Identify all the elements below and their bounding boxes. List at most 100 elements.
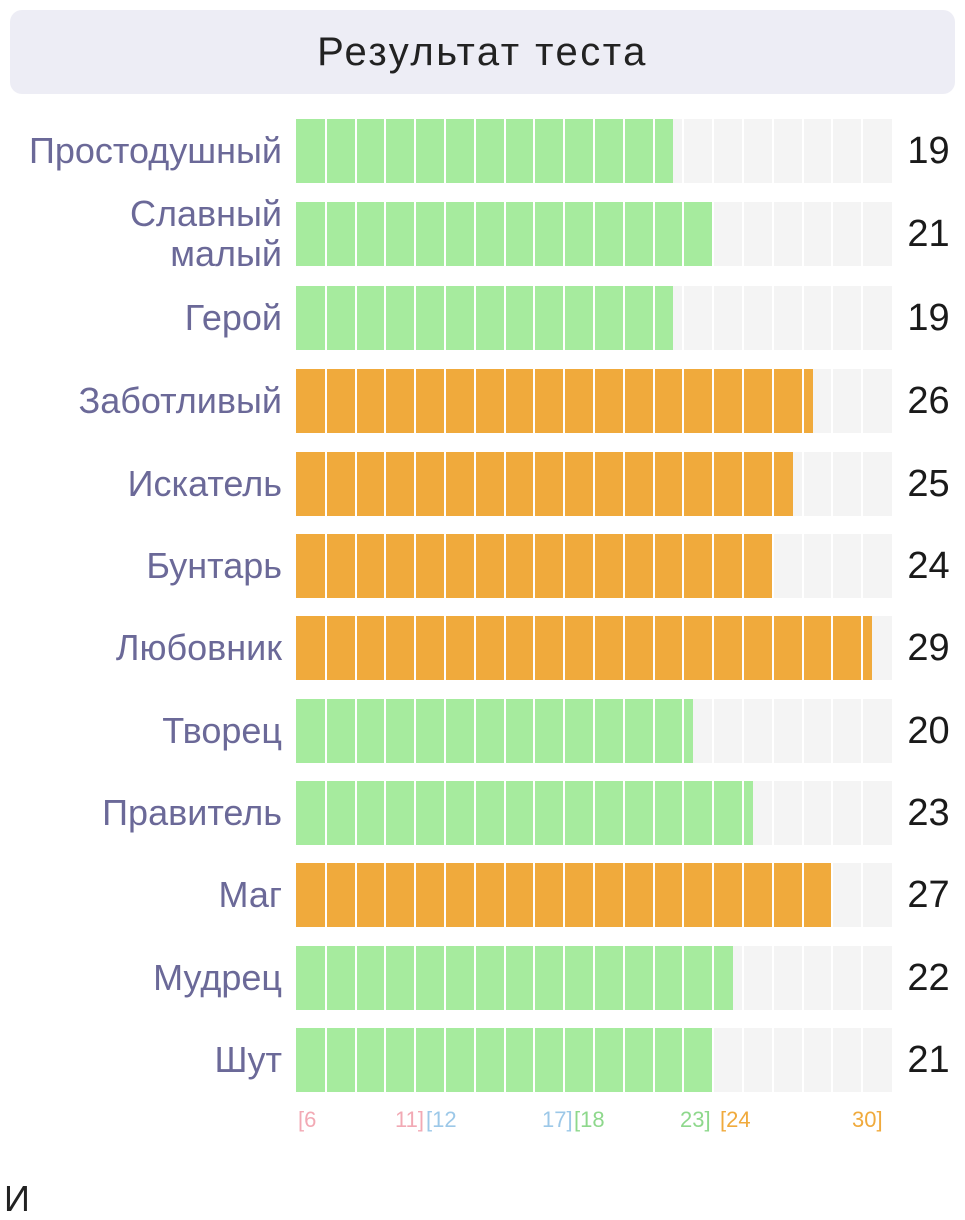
segment-divider: [414, 534, 417, 598]
segment-divider: [324, 1028, 327, 1092]
bar-track: [296, 781, 892, 845]
segment-divider: [771, 699, 774, 763]
segment-divider: [622, 369, 625, 433]
segment-divider: [861, 452, 864, 516]
segment-divider: [861, 119, 864, 183]
range-end-label: 30]: [852, 1107, 883, 1132]
segment-divider: [503, 119, 506, 183]
segment-divider: [593, 699, 595, 763]
segment-divider: [384, 369, 387, 433]
segment-divider: [384, 863, 387, 927]
bar: [296, 369, 813, 433]
segment-divider: [354, 119, 357, 183]
segment-divider: [384, 699, 387, 763]
segment-divider: [742, 616, 744, 680]
segment-divider: [771, 369, 774, 433]
segment-divider: [801, 286, 804, 350]
segment-divider: [414, 946, 417, 1010]
segment-divider: [831, 616, 834, 680]
segment-divider: [354, 452, 357, 516]
segment-divider: [533, 781, 536, 845]
segment-divider: [771, 286, 774, 350]
bar-track: [296, 946, 892, 1010]
segment-divider: [354, 781, 357, 845]
segment-divider: [503, 534, 506, 598]
segment-divider: [652, 202, 655, 266]
segment-divider: [771, 119, 774, 183]
cut-off-text: И: [4, 1178, 30, 1219]
category-label: Правитель: [102, 792, 282, 833]
segment-divider: [444, 369, 446, 433]
segment-divider: [622, 119, 625, 183]
category-label: Маг: [218, 874, 282, 915]
segment-divider: [354, 946, 357, 1010]
segment-divider: [771, 946, 774, 1010]
segment-divider: [652, 616, 655, 680]
bar-track: [296, 452, 892, 516]
segment-divider: [563, 202, 566, 266]
value-label: 26: [907, 380, 950, 422]
segment-divider: [414, 863, 417, 927]
segment-divider: [384, 616, 387, 680]
value-label: 29: [907, 627, 950, 669]
category-label: Заботливый: [78, 380, 282, 421]
segment-divider: [444, 699, 446, 763]
result-header: Результат теста: [10, 10, 955, 94]
segment-divider: [444, 946, 446, 1010]
segment-divider: [742, 369, 744, 433]
value-label: 23: [907, 792, 950, 834]
bar: [296, 616, 873, 680]
segment-divider: [414, 452, 417, 516]
segment-divider: [533, 946, 536, 1010]
segment-divider: [712, 119, 715, 183]
segment-divider: [593, 286, 595, 350]
segment-divider: [771, 863, 774, 927]
segment-divider: [533, 534, 536, 598]
segment-divider: [593, 946, 595, 1010]
segment-divider: [444, 202, 446, 266]
segment-divider: [533, 452, 536, 516]
segment-divider: [324, 781, 327, 845]
segment-divider: [712, 946, 715, 1010]
bar-track: [296, 202, 892, 266]
segment-divider: [414, 119, 417, 183]
category-label: Славный малый: [129, 193, 282, 274]
segment-divider: [593, 534, 595, 598]
segment-divider: [861, 202, 864, 266]
value-label: 25: [907, 463, 950, 505]
range-start-label: [6: [298, 1107, 317, 1132]
segment-divider: [533, 1028, 536, 1092]
segment-divider: [563, 534, 566, 598]
segment-divider: [354, 202, 357, 266]
segment-divider: [861, 946, 864, 1010]
segment-divider: [682, 781, 685, 845]
segment-divider: [503, 1028, 506, 1092]
segment-divider: [593, 863, 595, 927]
range-start-label: [12: [426, 1107, 457, 1132]
segment-divider: [861, 616, 864, 680]
segment-divider: [771, 1028, 774, 1092]
segment-divider: [384, 286, 387, 350]
segment-divider: [324, 369, 327, 433]
segment-divider: [563, 781, 566, 845]
segment-divider: [712, 616, 715, 680]
segment-divider: [473, 369, 476, 433]
segment-divider: [652, 863, 655, 927]
segment-divider: [324, 286, 327, 350]
value-label: 21: [907, 1039, 950, 1081]
segment-divider: [622, 534, 625, 598]
segment-divider: [861, 286, 864, 350]
bar-track: [296, 119, 892, 183]
segment-divider: [473, 1028, 476, 1092]
bar: [296, 946, 734, 1010]
category-label: Герой: [184, 297, 282, 338]
segment-divider: [533, 699, 536, 763]
segment-divider: [593, 119, 595, 183]
segment-divider: [593, 202, 595, 266]
segment-divider: [831, 119, 834, 183]
bar-track: [296, 286, 892, 350]
segment-divider: [801, 1028, 804, 1092]
segment-divider: [861, 534, 864, 598]
segment-divider: [563, 369, 566, 433]
category-label: Простодушный: [29, 130, 282, 171]
